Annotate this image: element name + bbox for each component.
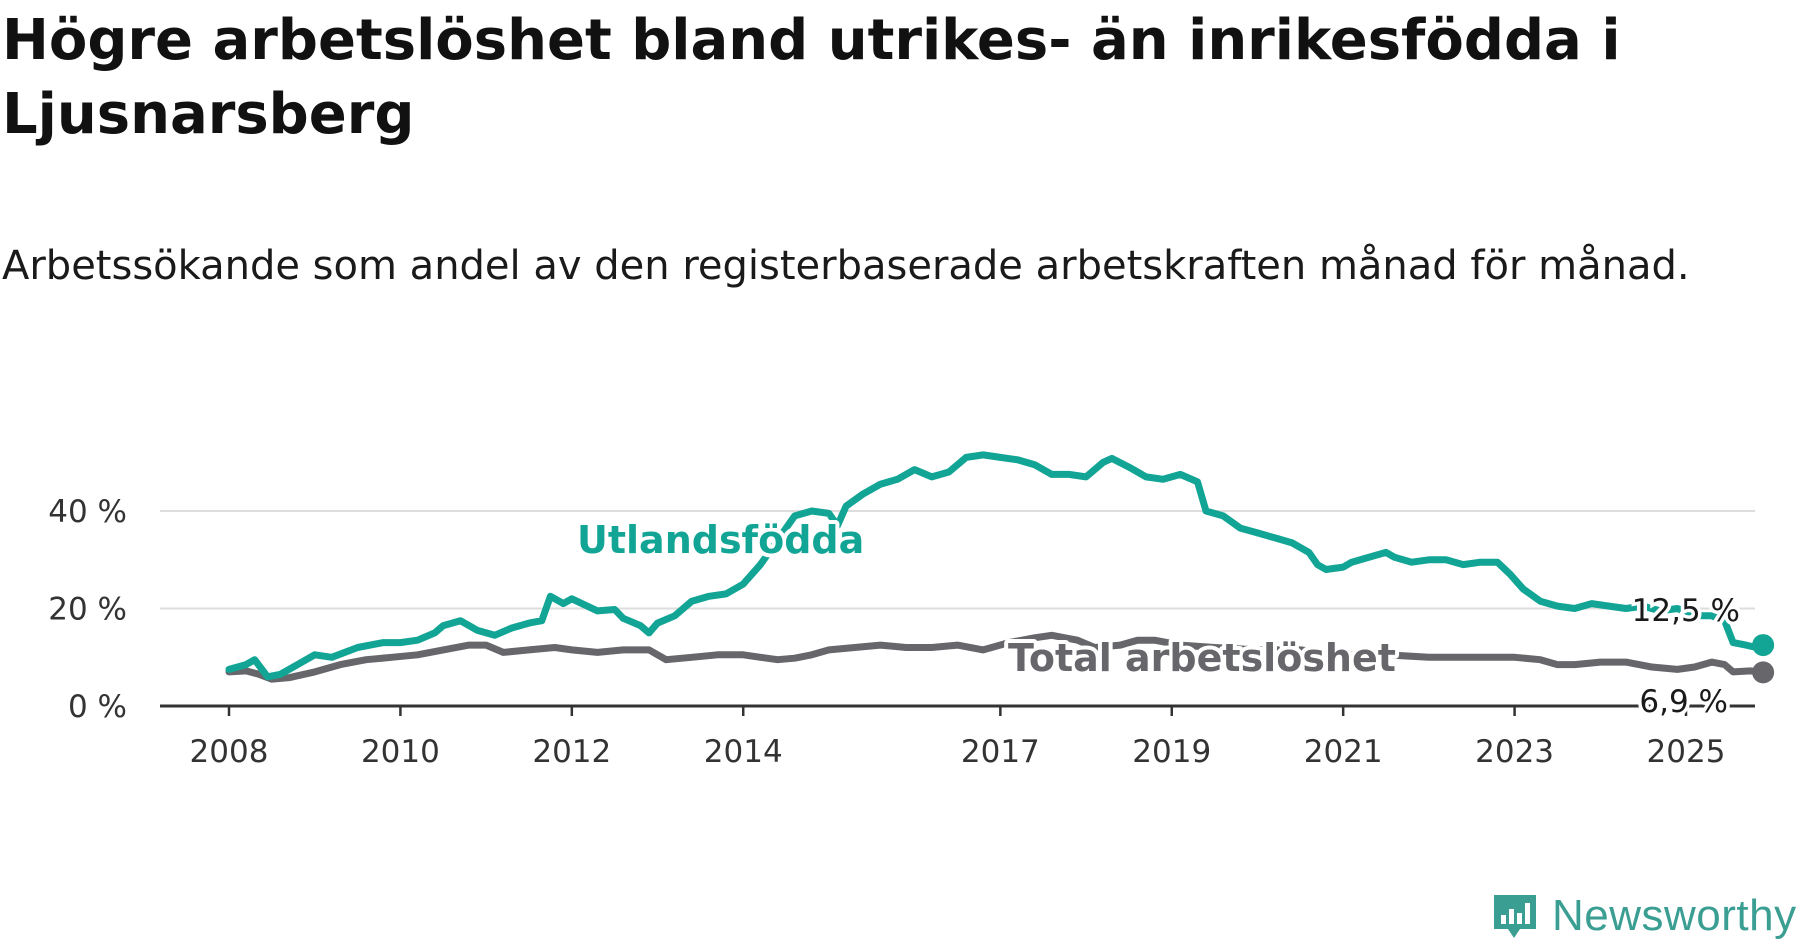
x-tick-label-0: 2008 <box>190 734 269 770</box>
y-tick-label-0: 0 % <box>68 689 127 725</box>
x-tick-label-6: 2021 <box>1304 734 1383 770</box>
y-tick-label-1: 20 % <box>48 592 127 628</box>
x-tick-label-4: 2017 <box>961 734 1040 770</box>
series-line-0 <box>225 451 1767 681</box>
series-lines <box>225 451 1767 683</box>
end-label-total: 6,9 % <box>1639 684 1728 720</box>
end-dot-1 <box>1752 661 1775 684</box>
x-tick-label-8: 2025 <box>1647 734 1726 770</box>
x-tick-label-2: 2012 <box>532 734 611 770</box>
newsworthy-logo: Newsworthy <box>1490 888 1797 944</box>
x-tick-label-3: 2014 <box>704 734 783 770</box>
series-label-utlandsfodda: Utlandsfödda <box>577 518 864 562</box>
bar-chart-speech-bubble-icon <box>1494 895 1536 938</box>
series-line-1 <box>225 631 1767 683</box>
x-tick-label-1: 2010 <box>361 734 440 770</box>
gridlines <box>160 510 1755 610</box>
chart-title: Högre arbetslöshet bland utrikes- än inr… <box>2 8 1621 147</box>
x-tick-label-5: 2019 <box>1132 734 1211 770</box>
brand-name: Newsworthy <box>1552 891 1797 940</box>
axes: 0 % 20 % 40 % 2008 2010 2012 2014 2017 2019 2021 2… <box>48 494 1755 770</box>
x-tick-label-7: 2023 <box>1475 734 1554 770</box>
series-label-total: Total arbetslöshet <box>1008 636 1396 680</box>
chart-subtitle: Arbetssökande som andel av den registerb… <box>2 243 1690 289</box>
end-label-utlandsfodda: 12,5 % <box>1632 593 1740 629</box>
end-dot-0 <box>1752 634 1775 657</box>
y-tick-label-2: 40 % <box>48 494 127 530</box>
end-markers: 12,5 % 6,9 % <box>1628 590 1775 724</box>
series-labels: Utlandsfödda Total arbetslöshet <box>573 514 1400 684</box>
